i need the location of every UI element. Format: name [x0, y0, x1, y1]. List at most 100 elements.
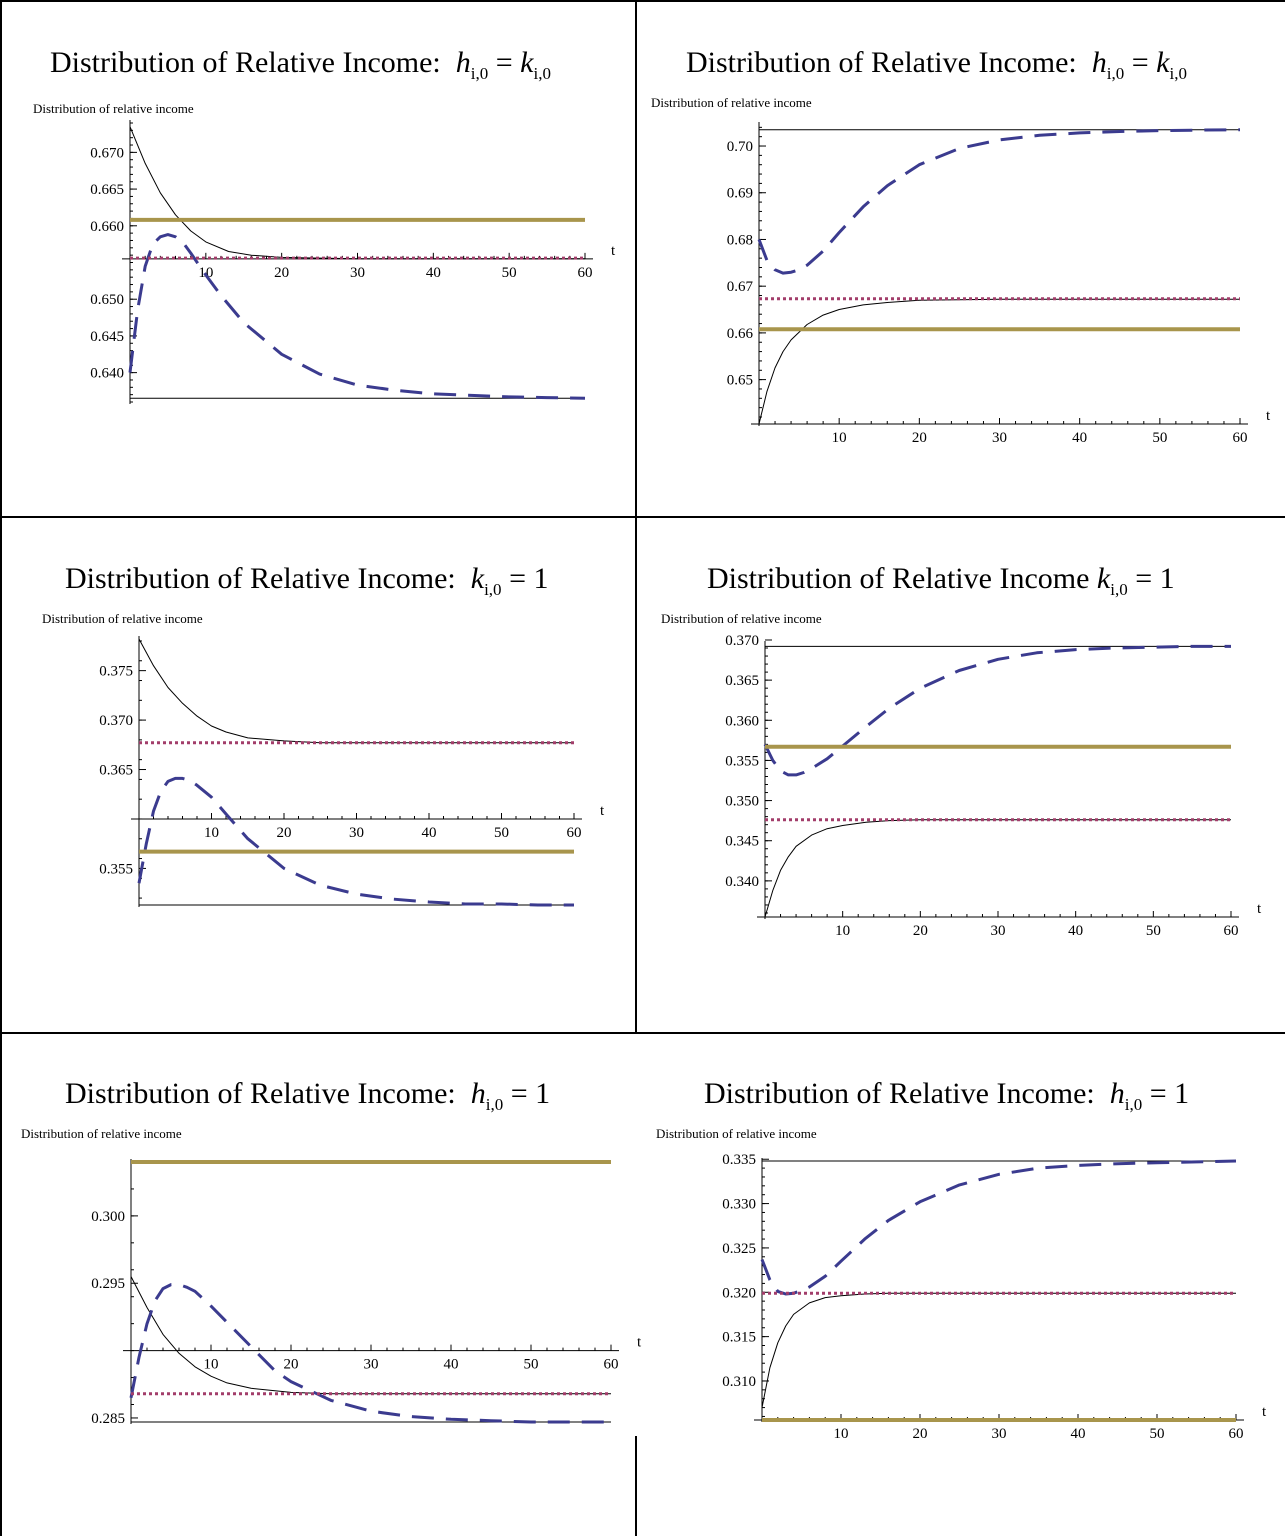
series-line-dashed	[137, 776, 574, 907]
chart-plot: 10 20 30 40 50 60 t 0.340 0.345 0.350 0.355 0.360 0.…	[725, 633, 1262, 939]
y-tick-label: 0.375	[99, 664, 133, 680]
y-tick-label: 0.365	[99, 763, 133, 779]
x-tick-label: 30	[992, 430, 1007, 446]
x-tick-label: 50	[1152, 430, 1167, 446]
chart-plot: 10 20 30 40 50 60 t 0.355 0.365 0.370 0.375	[99, 636, 605, 907]
y-tick-label: 0.640	[90, 366, 124, 382]
x-tick-label: 60	[578, 265, 593, 281]
x-tick-label: 40	[1072, 430, 1087, 446]
x-tick-label: 40	[1071, 1426, 1086, 1442]
x-tick-label: 20	[274, 265, 289, 281]
y-tick-label: 0.69	[727, 186, 753, 202]
y-tick-label: 0.335	[722, 1152, 756, 1168]
x-tick-label: 60	[1224, 923, 1239, 939]
y-tick-label: 0.330	[722, 1197, 756, 1213]
y-tick-label: 0.345	[725, 834, 759, 850]
x-axis-label: t	[611, 243, 616, 259]
y-tick-label: 0.665	[90, 182, 124, 198]
series-line-solid	[758, 298, 1240, 425]
series-line-dashed	[763, 644, 1231, 777]
x-axis-label: t	[600, 803, 605, 819]
y-tick-label: 0.320	[722, 1285, 756, 1301]
series-line-dashed	[129, 1283, 611, 1424]
x-axis-label: t	[1266, 408, 1271, 424]
y-axis-label: Distribution of relative income	[661, 611, 822, 626]
x-tick-label: 40	[426, 265, 441, 281]
x-tick-label: 20	[277, 825, 292, 841]
grid-divider-vertical-lower	[635, 1436, 637, 1536]
y-tick-label: 0.360	[725, 713, 759, 729]
x-tick-label: 20	[913, 923, 928, 939]
x-tick-label: 30	[364, 1357, 379, 1373]
chart-plot: 10 20 30 40 50 60 t 0.285 0.295 0.300	[91, 1159, 642, 1427]
chart-title: Distribution of Relative Income: hi,0 = …	[65, 1077, 551, 1114]
y-tick-label: 0.645	[90, 329, 124, 345]
grid-divider-row-2	[0, 1032, 1285, 1034]
y-tick-label: 0.65	[727, 373, 753, 389]
x-tick-label: 30	[991, 923, 1006, 939]
x-axis-label: t	[1262, 1404, 1267, 1420]
y-tick-label: 0.650	[90, 292, 124, 308]
y-tick-label: 0.355	[725, 753, 759, 769]
y-tick-label: 0.285	[91, 1411, 125, 1427]
y-tick-label: 0.370	[725, 633, 759, 649]
grid-border-left	[0, 0, 2, 1536]
y-tick-label: 0.67	[727, 279, 754, 295]
chart-title: Distribution of Relative Income: hi,0 = …	[686, 46, 1187, 83]
x-tick-label: 20	[913, 1426, 928, 1442]
series-line-dashed	[757, 128, 1241, 275]
x-tick-label: 10	[832, 430, 847, 446]
y-tick-label: 0.365	[725, 673, 759, 689]
x-tick-label: 30	[350, 265, 365, 281]
chart-title: Distribution of Relative Income ki,0 = 1	[707, 562, 1175, 599]
x-tick-label: 10	[834, 1426, 849, 1442]
series-line-solid	[764, 819, 1231, 918]
x-tick-label: 10	[835, 923, 850, 939]
y-tick-label: 0.325	[722, 1241, 756, 1257]
x-tick-label: 50	[1146, 923, 1161, 939]
chart-plot: 10 20 30 40 50 60 t 0.65 0.66 0.67 0.68 0.69 0.70	[727, 122, 1271, 446]
y-axis-label: Distribution of relative income	[651, 95, 812, 110]
series-line-dashed	[760, 1159, 1237, 1296]
chart-title: Distribution of Relative Income: ki,0 = …	[65, 562, 549, 599]
grid-divider-row-1	[0, 516, 1285, 518]
x-tick-label: 60	[1229, 1426, 1244, 1442]
x-tick-label: 20	[284, 1357, 299, 1373]
chart-plot: 10 20 30 40 50 60t0.6400.6450.6500.6600.6650.…	[90, 120, 616, 404]
y-tick-label: 0.670	[90, 145, 124, 161]
y-tick-label: 0.355	[99, 861, 133, 877]
y-tick-label: 0.340	[725, 874, 759, 890]
x-tick-label: 50	[1150, 1426, 1165, 1442]
y-tick-label: 0.350	[725, 794, 759, 810]
y-tick-label: 0.70	[727, 139, 753, 155]
y-tick-label: 0.660	[90, 219, 124, 235]
y-tick-label: 0.66	[727, 326, 754, 342]
chart-title: Distribution of Relative Income: hi,0 = …	[50, 46, 551, 83]
y-axis-label: Distribution of relative income	[656, 1126, 817, 1141]
y-tick-label: 0.315	[722, 1330, 756, 1346]
y-tick-label: 0.68	[727, 232, 753, 248]
x-axis-label: t	[1257, 901, 1262, 917]
x-tick-label: 40	[1068, 923, 1083, 939]
x-tick-label: 50	[494, 825, 509, 841]
x-tick-label: 10	[204, 1357, 219, 1373]
y-axis-label: Distribution of relative income	[21, 1126, 182, 1141]
x-tick-label: 40	[444, 1357, 459, 1373]
x-tick-label: 60	[604, 1357, 619, 1373]
y-tick-label: 0.370	[99, 713, 133, 729]
x-tick-label: 10	[204, 825, 219, 841]
y-tick-label: 0.310	[722, 1374, 756, 1390]
x-tick-label: 30	[349, 825, 364, 841]
x-tick-label: 60	[1233, 430, 1248, 446]
y-axis-label: Distribution of relative income	[42, 611, 203, 626]
y-tick-label: 0.295	[91, 1276, 125, 1292]
x-tick-label: 60	[567, 825, 582, 841]
series-line-solid	[761, 1292, 1236, 1408]
x-axis-label: t	[637, 1335, 642, 1351]
x-tick-label: 50	[502, 265, 517, 281]
x-tick-label: 20	[912, 430, 927, 446]
y-axis-label: Distribution of relative income	[33, 101, 194, 116]
chart-title: Distribution of Relative Income: hi,0 = …	[704, 1077, 1190, 1114]
